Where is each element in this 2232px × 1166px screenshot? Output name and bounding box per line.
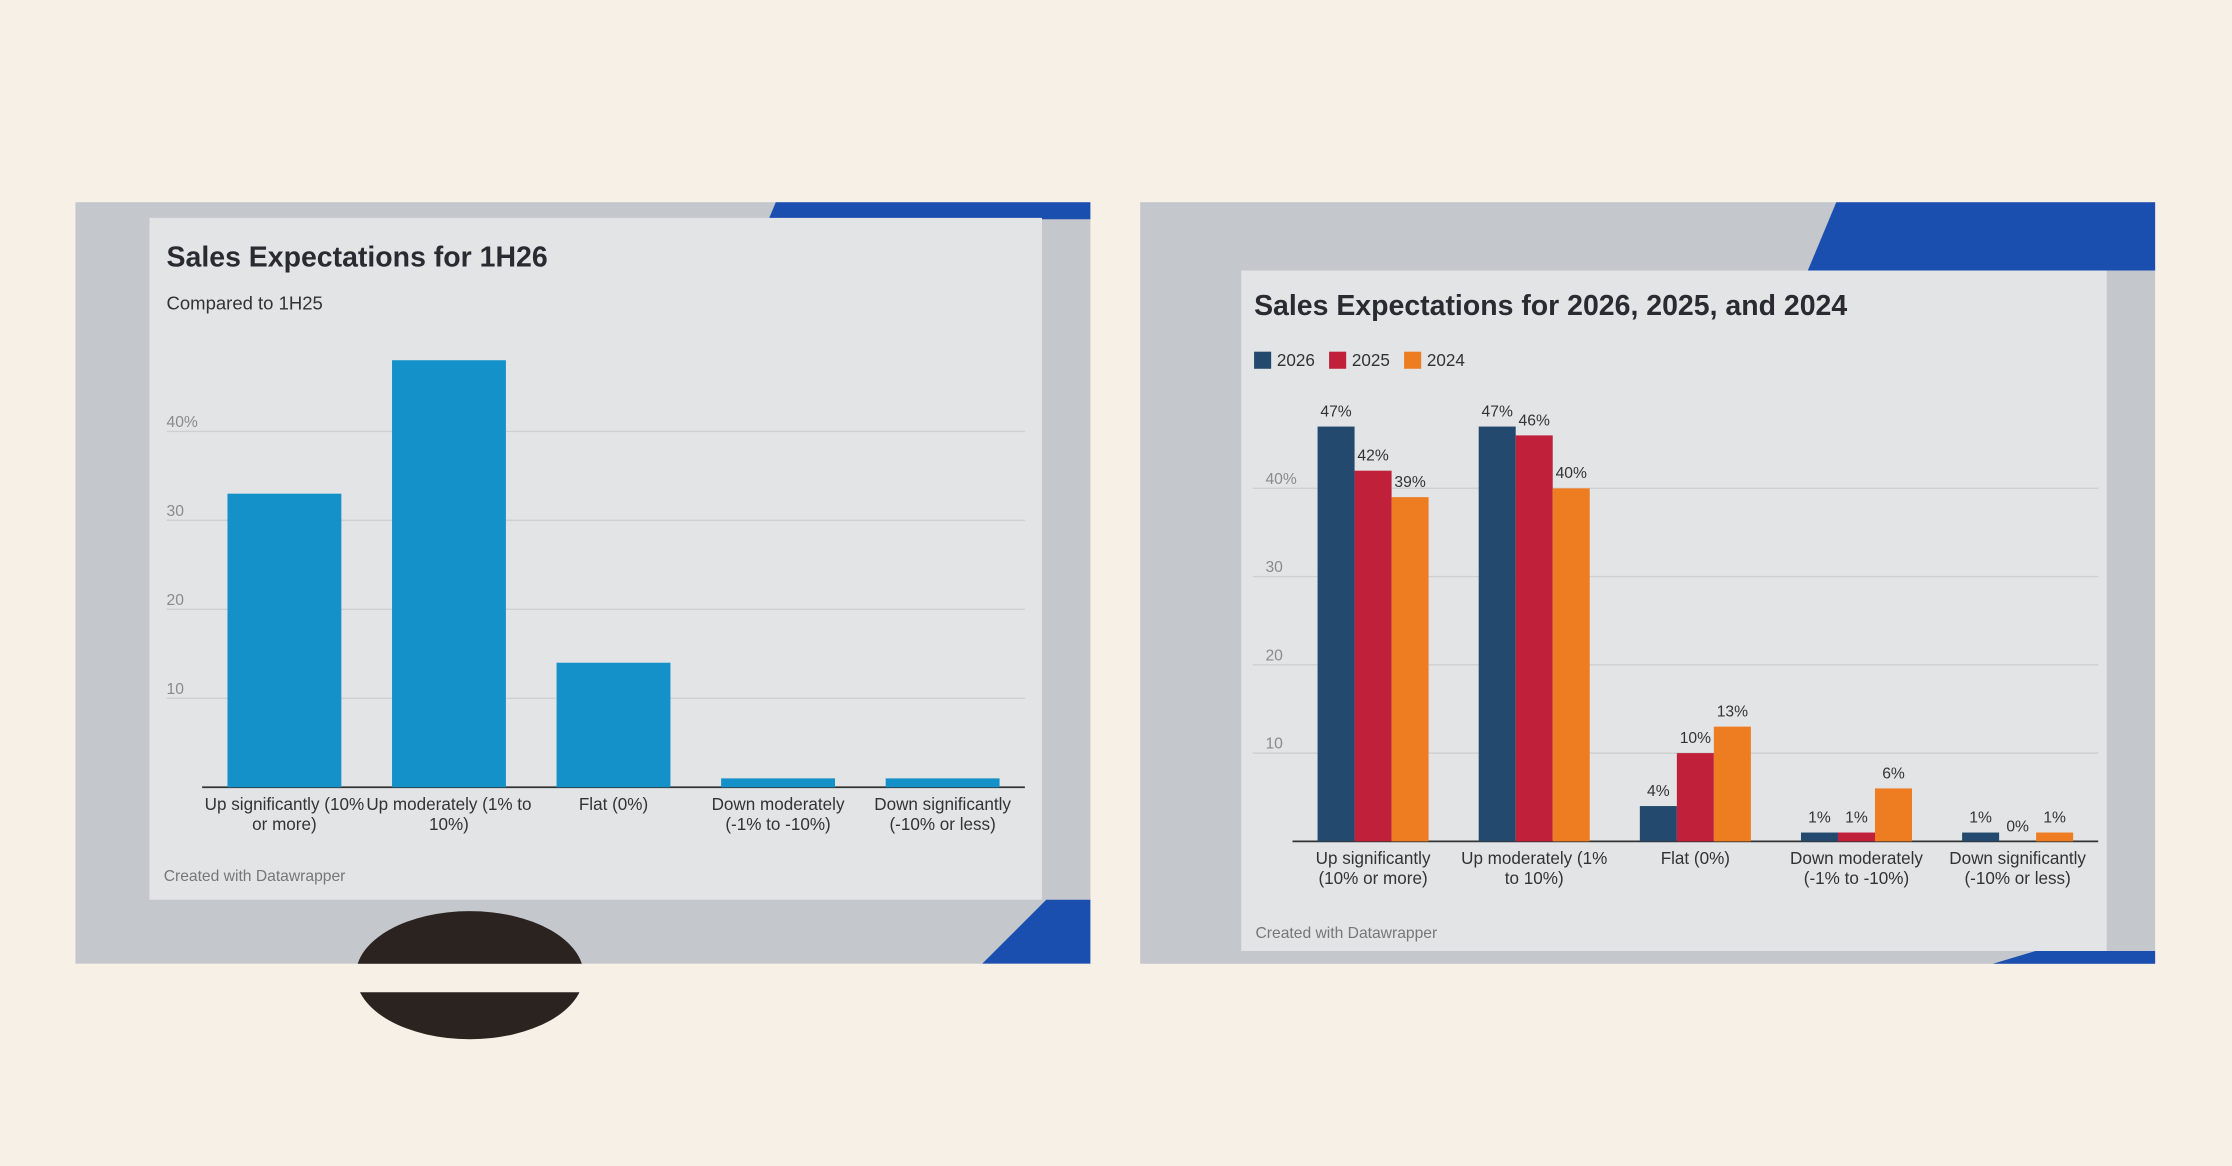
value-label: 39% [1394,474,1425,491]
x-tick-label-box: Down significantly (-10% or less) [874,794,1011,835]
bar [1317,426,1355,842]
y-tick-label: 40% [1265,471,1296,488]
x-tick-label-box: Up moderately (1% to 10%) [1461,848,1608,889]
slide-decor [982,899,1091,964]
value-label: 0% [2006,818,2029,835]
bar [1478,426,1516,842]
value-label: 42% [1357,448,1388,465]
y-tick-label: 10 [1265,736,1283,753]
bar [1391,497,1429,842]
credit: Created with Datawrapper [1255,925,1437,942]
bar [1837,832,1875,842]
legend-swatch [1329,351,1347,369]
value-label: 13% [1717,704,1748,721]
bar [392,360,506,788]
legend-label: 2025 [1352,351,1390,370]
x-tick-label: Flat (0%) [1660,848,1731,869]
value-label: 1% [1808,809,1831,826]
value-label: 1% [2043,809,2066,826]
value-label: 47% [1482,403,1513,420]
x-tick-label: Down significantly (-10% or less) [874,794,1011,835]
credit: Created with Datawrapper [164,868,346,885]
x-tick-label: Up significantly (10% or more) [1315,848,1431,889]
bar [1515,435,1553,842]
value-label: 46% [1519,412,1550,429]
bar [556,662,671,788]
legend-swatch [1254,351,1272,369]
value-label: 4% [1647,783,1670,800]
x-tick-label: Down moderately (-1% to -10%) [711,794,845,835]
mask [75,963,1091,993]
bar [1962,832,2000,842]
x-tick-label-box: Up significantly (10% or more) [1315,848,1431,889]
bar [1874,788,1913,842]
x-tick-label-box: Down moderately (-1% to -10%) [1790,848,1923,889]
x-tick-label: Down moderately (-1% to -10%) [1790,848,1923,889]
value-label: 1% [1969,809,1992,826]
legend-label: 2026 [1277,351,1315,370]
bar [227,493,342,788]
y-tick-label: 30 [167,503,185,520]
y-tick-label: 20 [1265,647,1283,664]
value-label: 6% [1882,765,1905,782]
y-tick-label: 20 [167,592,185,609]
chart-title: Sales Expectations for 2026, 2025, and 2… [1254,290,1847,322]
x-tick-label: Down significantly (-10% or less) [1949,848,2086,889]
slide-decor [1807,202,2156,271]
chart-title: Sales Expectations for 1H26 [167,242,548,274]
x-tick-label: Up significantly (10% or more) [204,794,365,835]
x-tick-label: Up moderately (1% to 10%) [366,794,532,835]
x-tick-label-box: Down significantly (-10% or less) [1949,848,2086,889]
bar [1676,753,1714,842]
legend-label: 2024 [1427,351,1465,370]
bar [1552,488,1590,842]
bar [1639,806,1677,842]
value-label: 40% [1556,465,1587,482]
bar [2036,832,2074,842]
value-label: 47% [1320,403,1351,420]
bar [1800,832,1838,842]
x-tick-label-box: Flat (0%) [578,794,649,815]
x-tick-label-box: Down moderately (-1% to -10%) [711,794,845,835]
x-tick-label-box: Up moderately (1% to 10%) [366,794,532,835]
y-tick-label: 30 [1265,559,1283,576]
slide-decor [768,202,1091,220]
y-tick-label: 10 [167,681,185,698]
value-label: 1% [1845,809,1868,826]
bar [721,778,836,788]
legend-swatch [1404,351,1422,369]
x-tick-label-box: Up significantly (10% or more) [204,794,365,835]
x-tick-label: Up moderately (1% to 10%) [1461,848,1608,889]
y-tick-label: 40% [167,414,198,431]
value-label: 10% [1680,730,1711,747]
x-tick-label: Flat (0%) [578,794,649,815]
bar [1354,470,1392,842]
x-tick-label-box: Flat (0%) [1660,848,1731,869]
bar [1713,726,1751,842]
chart-subtitle: Compared to 1H25 [167,293,323,314]
slide-decor [1992,950,2156,964]
bar [885,778,1000,788]
